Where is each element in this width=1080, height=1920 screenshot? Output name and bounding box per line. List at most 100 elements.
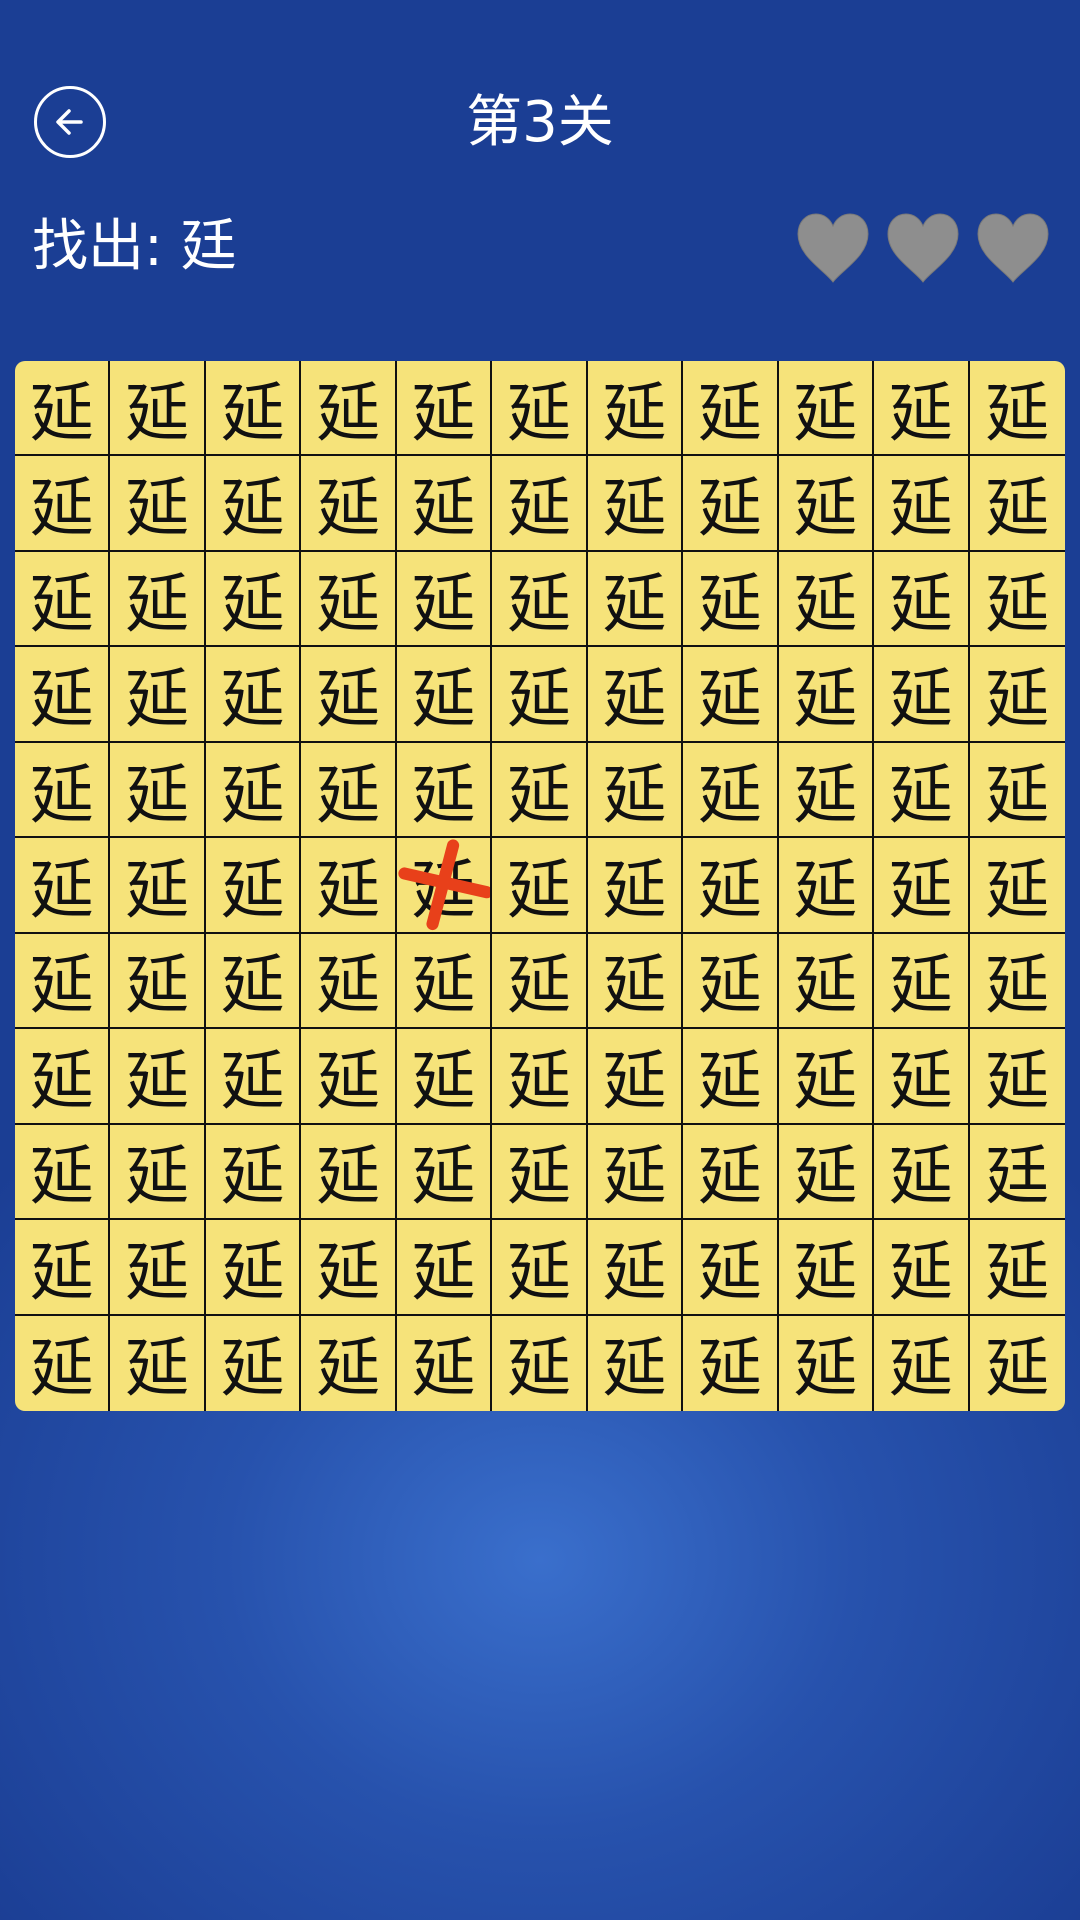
grid-cell[interactable]: 延 [492, 1220, 588, 1316]
grid-cell[interactable]: 延 [778, 551, 875, 648]
grid-cell[interactable]: 延 [110, 647, 206, 743]
grid-cell[interactable]: 延 [205, 838, 302, 934]
grid-cell[interactable]: 延 [396, 647, 493, 743]
grid-cell[interactable]: 延 [587, 551, 684, 648]
grid-cell[interactable]: 延 [206, 1315, 302, 1411]
grid-cell[interactable]: 延 [969, 934, 1065, 1030]
grid-cell[interactable]: 延 [396, 456, 493, 552]
grid-cell[interactable]: 延 [874, 361, 970, 457]
grid-cell[interactable]: 延 [301, 1315, 397, 1411]
grid-cell[interactable]: 延 [205, 361, 302, 457]
grid-cell[interactable]: 延 [301, 551, 397, 648]
grid-cell[interactable]: 延 [778, 838, 875, 934]
grid-cell[interactable]: 延 [874, 1315, 970, 1411]
grid-cell[interactable]: 延 [15, 742, 111, 839]
grid-cell[interactable]: 延 [778, 361, 875, 457]
grid-cell[interactable]: 延 [301, 933, 397, 1030]
grid-cell[interactable]: 延 [683, 1315, 779, 1411]
grid-cell[interactable]: 延 [110, 742, 206, 839]
grid-cell[interactable]: 延 [205, 933, 302, 1030]
grid-cell[interactable]: 延 [492, 1124, 588, 1221]
grid-cell[interactable]: 延 [492, 1315, 588, 1411]
grid-cell[interactable]: 延 [110, 933, 206, 1030]
grid-cell[interactable]: 延 [587, 647, 684, 743]
grid-cell[interactable]: 延 [874, 1124, 970, 1221]
grid-cell[interactable]: 延 [778, 647, 875, 743]
grid-cell[interactable]: 延 [301, 1124, 397, 1221]
grid-cell[interactable]: 延 [301, 1029, 397, 1125]
grid-cell[interactable]: 延 [492, 742, 588, 839]
grid-cell[interactable]: 延 [110, 1124, 206, 1221]
grid-cell[interactable]: 延 [15, 838, 111, 934]
grid-cell[interactable]: 延 [301, 456, 397, 552]
grid-cell[interactable]: 延 [492, 361, 588, 457]
grid-cell[interactable]: 延 [778, 456, 875, 552]
grid-cell[interactable]: 延 [15, 1124, 111, 1221]
grid-cell[interactable]: 延 [969, 552, 1065, 648]
grid-cell[interactable]: 延 [969, 1029, 1065, 1125]
grid-cell[interactable]: 延 [396, 742, 493, 839]
grid-cell[interactable]: 延 [205, 742, 302, 839]
grid-cell[interactable]: 延 [778, 933, 875, 1030]
grid-cell[interactable]: 延 [492, 838, 588, 934]
grid-cell[interactable]: 延 [969, 1220, 1065, 1316]
grid-cell[interactable]: 延 [205, 456, 302, 552]
grid-cell[interactable]: 延 [15, 1220, 111, 1316]
grid-cell[interactable]: 延 [683, 742, 779, 839]
grid-cell[interactable]: 延 [110, 456, 206, 552]
grid-cell[interactable]: 延 [683, 647, 779, 743]
grid-cell[interactable]: 延 [15, 647, 111, 743]
grid-cell[interactable]: 延 [396, 838, 493, 934]
grid-cell[interactable]: 延 [588, 1315, 684, 1411]
grid-cell[interactable]: 延 [970, 1316, 1065, 1411]
grid-cell[interactable]: 延 [205, 1124, 302, 1221]
back-button[interactable] [34, 86, 106, 158]
grid-cell[interactable]: 延 [969, 838, 1065, 934]
grid-cell[interactable]: 延 [587, 1029, 684, 1125]
grid-cell[interactable]: 延 [15, 551, 111, 648]
grid-cell[interactable]: 延 [397, 1315, 493, 1411]
grid-cell[interactable]: 延 [301, 647, 397, 743]
grid-cell[interactable]: 延 [492, 456, 588, 552]
grid-cell[interactable]: 延 [874, 647, 970, 743]
grid-cell[interactable]: 延 [492, 551, 588, 648]
grid-cell[interactable]: 延 [969, 456, 1065, 552]
grid-cell[interactable]: 延 [683, 551, 779, 648]
grid-cell[interactable]: 延 [15, 456, 111, 552]
grid-cell[interactable]: 延 [110, 838, 206, 934]
grid-cell[interactable]: 延 [874, 456, 970, 552]
grid-cell[interactable]: 延 [15, 933, 111, 1030]
grid-cell[interactable]: 延 [969, 743, 1065, 839]
grid-cell[interactable]: 延 [683, 456, 779, 552]
grid-cell[interactable]: 延 [874, 742, 970, 839]
grid-cell[interactable]: 延 [205, 1029, 302, 1125]
grid-cell[interactable]: 延 [778, 1220, 875, 1316]
grid-cell[interactable]: 延 [587, 838, 684, 934]
grid-cell[interactable]: 延 [15, 1029, 111, 1125]
grid-cell[interactable]: 延 [683, 838, 779, 934]
grid-cell[interactable]: 延 [874, 1220, 970, 1316]
grid-cell[interactable]: 延 [683, 1220, 779, 1316]
grid-cell[interactable]: 延 [110, 1315, 206, 1411]
grid-cell[interactable]: 延 [301, 838, 397, 934]
grid-cell[interactable]: 延 [587, 742, 684, 839]
grid-cell[interactable]: 延 [969, 361, 1065, 457]
grid-cell[interactable]: 延 [205, 1220, 302, 1316]
grid-cell[interactable]: 延 [779, 1315, 875, 1411]
grid-cell[interactable]: 延 [492, 647, 588, 743]
grid-cell[interactable]: 延 [110, 1220, 206, 1316]
grid-cell[interactable]: 延 [874, 1029, 970, 1125]
grid-cell[interactable]: 延 [15, 361, 111, 457]
grid-cell[interactable]: 延 [110, 361, 206, 457]
grid-cell[interactable]: 延 [396, 1029, 493, 1125]
grid-cell[interactable]: 廷 [969, 1125, 1065, 1221]
grid-cell[interactable]: 延 [874, 838, 970, 934]
grid-cell[interactable]: 延 [587, 1124, 684, 1221]
grid-cell[interactable]: 延 [778, 1029, 875, 1125]
grid-cell[interactable]: 延 [778, 742, 875, 839]
grid-cell[interactable]: 延 [969, 647, 1065, 743]
grid-cell[interactable]: 延 [874, 551, 970, 648]
grid-cell[interactable]: 延 [301, 1220, 397, 1316]
grid-cell[interactable]: 延 [15, 1315, 111, 1411]
grid-cell[interactable]: 延 [396, 551, 493, 648]
